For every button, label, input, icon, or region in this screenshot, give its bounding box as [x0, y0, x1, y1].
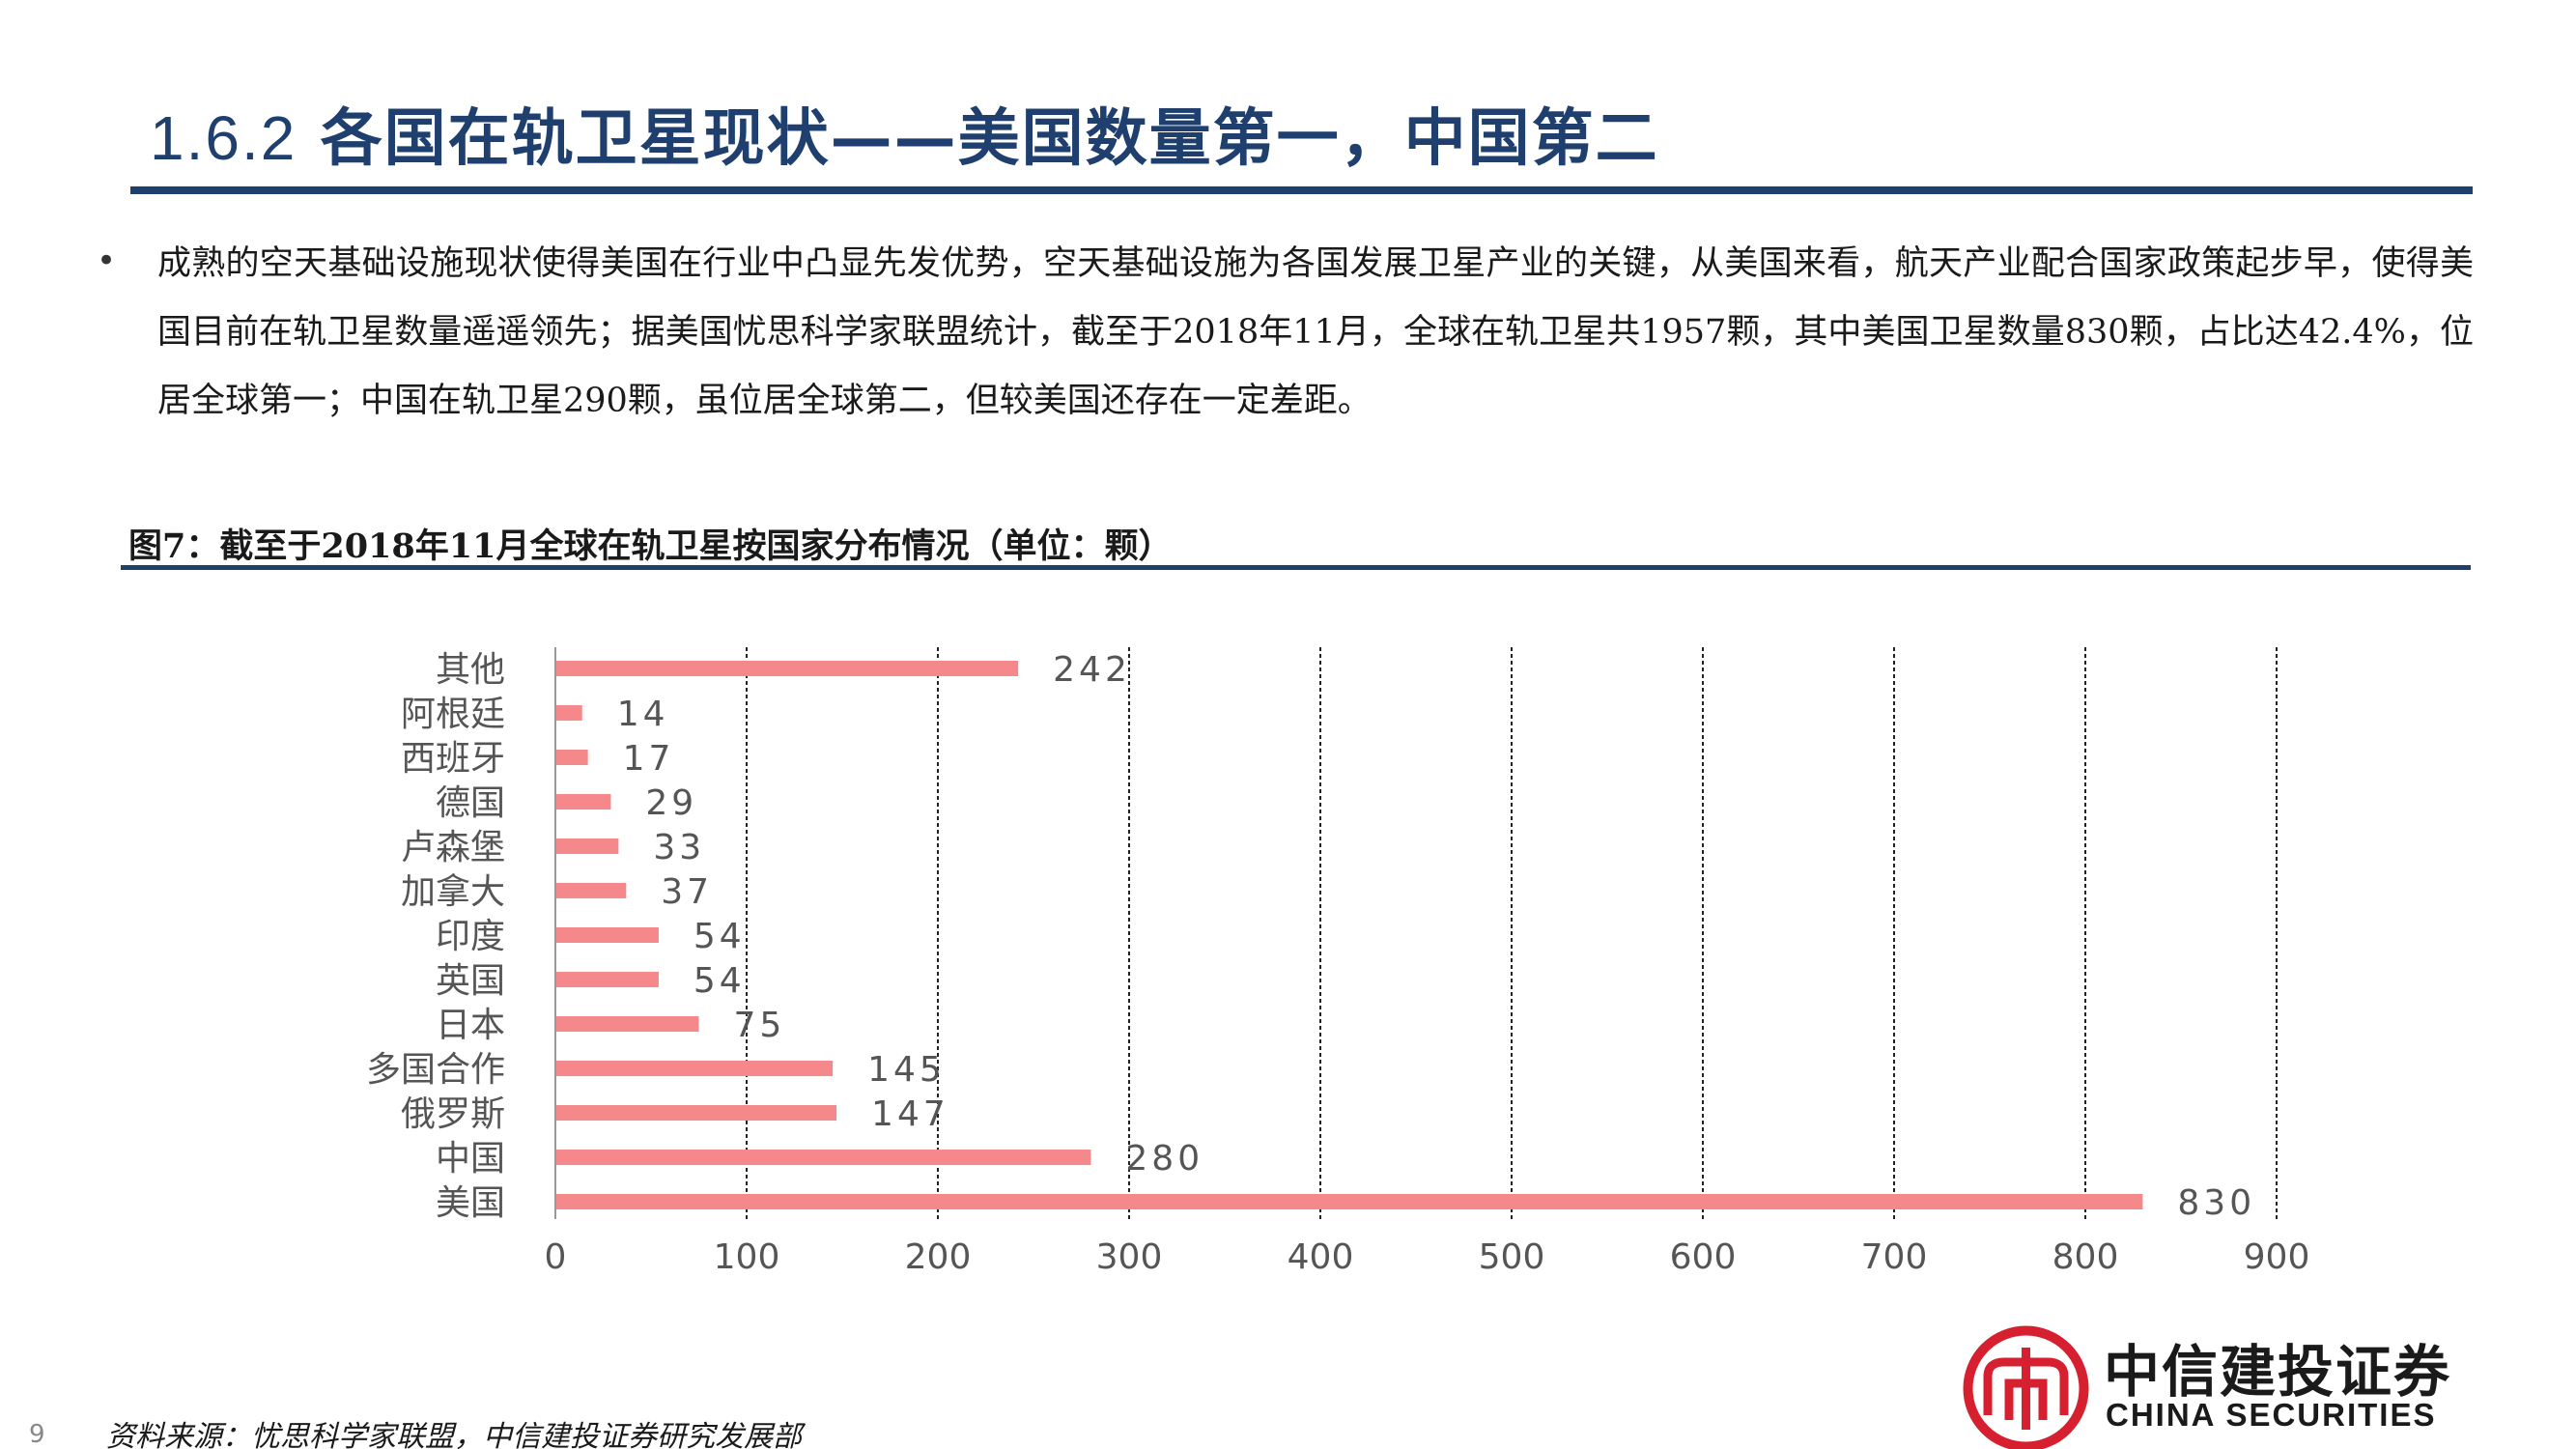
bar	[556, 1150, 1091, 1165]
data-label: 830	[2177, 1183, 2255, 1223]
bar	[556, 927, 659, 943]
body-paragraph: 成熟的空天基础设施现状使得美国在行业中凸显先发优势，空天基础设施为各国发展卫星产…	[157, 244, 2474, 420]
category-label: 多国合作	[366, 1050, 505, 1090]
data-label: 145	[867, 1050, 946, 1090]
bar	[556, 1194, 2143, 1209]
bar	[556, 1016, 699, 1032]
bar	[556, 750, 588, 765]
source-note: 资料来源：忧思科学家联盟，中信建投证券研究发展部	[106, 1420, 802, 1449]
bar-chart: 0 100 200 300 400 500 600 700 800 900 其他 242 阿根廷 14 西班…	[366, 647, 2310, 1277]
category-label: 中国	[436, 1139, 505, 1179]
x-tick-label: 500	[1479, 1237, 1545, 1277]
slide-title: 1.6.2 各国在轨卫星现状——美国数量第一，中国第二	[150, 89, 1659, 178]
data-label: 242	[1053, 650, 1131, 690]
section-title: 各国在轨卫星现状——美国数量第一，中国第二	[320, 103, 1659, 175]
bar	[556, 838, 619, 854]
bar	[556, 661, 1019, 676]
x-tick-label: 200	[905, 1237, 972, 1277]
title-divider	[130, 186, 2473, 194]
bar	[556, 883, 627, 898]
x-tick-label: 700	[1861, 1237, 1928, 1277]
bar	[556, 972, 659, 987]
x-tick-label: 800	[2052, 1237, 2119, 1277]
category-label: 加拿大	[401, 872, 505, 912]
china-securities-logo-icon	[1963, 1325, 2089, 1449]
figure-caption: 图7：截至于2018年11月全球在轨卫星按国家分布情况（单位：颗）	[128, 526, 1173, 566]
x-tick-label: 600	[1670, 1237, 1737, 1277]
x-tick-label: 100	[714, 1237, 780, 1277]
logo-english-name: CHINA SECURITIES	[2106, 1397, 2437, 1433]
bar	[556, 1105, 837, 1121]
category-label: 日本	[436, 1006, 505, 1045]
category-label: 西班牙	[401, 739, 505, 779]
figure-divider	[121, 565, 2471, 570]
bar	[556, 794, 611, 810]
category-label: 英国	[436, 961, 505, 1001]
category-label: 印度	[436, 917, 505, 956]
category-label: 俄罗斯	[401, 1094, 505, 1134]
category-label: 美国	[436, 1183, 505, 1223]
data-label: 147	[871, 1094, 949, 1134]
data-label: 37	[661, 872, 713, 912]
page-number: 9	[29, 1420, 45, 1449]
section-number: 1.6.2	[150, 103, 297, 173]
x-tick-label: 0	[545, 1237, 567, 1277]
bar	[556, 705, 582, 721]
category-label: 卢森堡	[401, 828, 505, 867]
data-label: 54	[694, 917, 746, 956]
x-tick-label: 300	[1096, 1237, 1163, 1277]
data-label: 29	[645, 783, 697, 823]
x-tick-label: 400	[1288, 1237, 1354, 1277]
data-label: 17	[623, 739, 675, 779]
category-label: 阿根廷	[401, 695, 505, 734]
x-tick-label: 900	[2244, 1237, 2310, 1277]
data-label: 75	[734, 1006, 786, 1045]
category-label: 德国	[436, 783, 505, 823]
data-label: 280	[1125, 1139, 1203, 1179]
logo-chinese-name: 中信建投证券	[2104, 1339, 2452, 1405]
category-label: 其他	[436, 650, 505, 690]
bar	[556, 1061, 834, 1076]
bullet-dot: •	[97, 242, 117, 280]
data-label: 33	[653, 828, 705, 867]
data-label: 54	[694, 961, 746, 1001]
data-label: 14	[617, 695, 669, 734]
